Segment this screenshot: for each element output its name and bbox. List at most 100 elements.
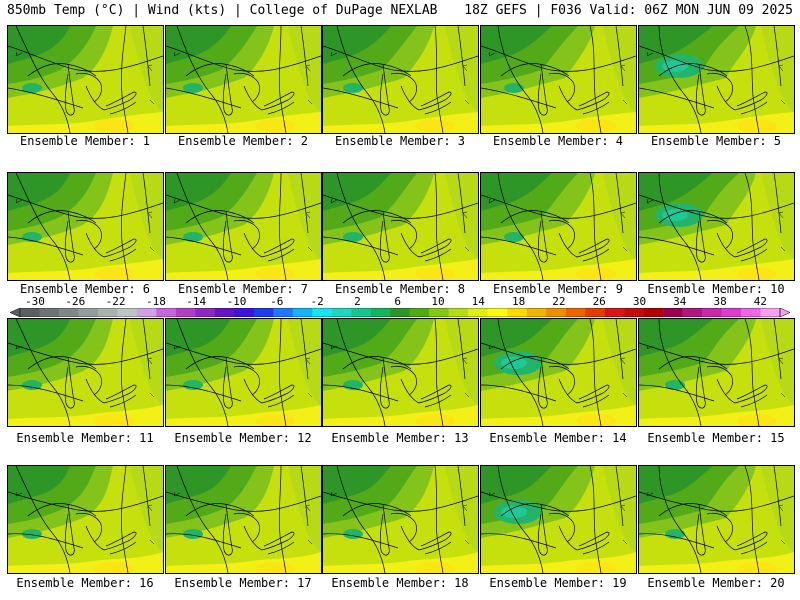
ensemble-member-caption: Ensemble Member: 18	[331, 576, 469, 590]
colorbar-left-arrow	[10, 308, 21, 317]
colorbar-swatch	[195, 308, 216, 317]
ensemble-member-map	[480, 465, 637, 574]
colorbar-tick-label: -26	[65, 295, 86, 308]
colorbar-tick-label: -30	[25, 295, 45, 308]
ensemble-member-map	[638, 25, 795, 134]
colorbar-swatch	[448, 308, 469, 317]
ensemble-member-map	[638, 465, 795, 574]
colorbar-tick-label: -18	[145, 295, 166, 308]
colorbar-tick-label: 38	[713, 295, 727, 308]
colorbar-swatch	[565, 308, 586, 317]
colorbar-swatch	[663, 308, 683, 317]
ensemble-member-caption: Ensemble Member: 2	[177, 134, 309, 148]
colorbar-swatch	[526, 308, 547, 317]
ensemble-member-caption: Ensemble Member: 17	[174, 576, 312, 590]
colorbar-swatch	[331, 308, 352, 317]
colorbar-swatch	[487, 308, 508, 317]
ensemble-member-map	[7, 465, 164, 574]
ensemble-member-caption: Ensemble Member: 15	[647, 431, 785, 445]
ensemble-member-caption: Ensemble Member: 5	[650, 134, 782, 148]
ensemble-member-map	[322, 25, 479, 134]
ensemble-member-map	[165, 25, 322, 134]
colorbar-tick-label: 18	[511, 295, 526, 308]
ensemble-member-caption: Ensemble Member: 1	[19, 134, 151, 148]
colorbar-tick-label: 14	[471, 295, 485, 308]
colorbar-right-arrow	[779, 308, 790, 317]
colorbar-swatch	[312, 308, 332, 317]
colorbar-swatch	[273, 308, 294, 317]
ensemble-member-caption: Ensemble Member: 14	[489, 431, 627, 445]
colorbar-tick-label: 30	[632, 295, 647, 308]
ensemble-member-caption: Ensemble Member: 10	[647, 282, 785, 296]
ensemble-member-caption: Ensemble Member: 20	[647, 576, 785, 590]
temperature-colorbar	[10, 308, 790, 317]
colorbar-swatch	[351, 308, 371, 317]
colorbar-swatch	[468, 308, 488, 317]
colorbar-swatch	[643, 308, 664, 317]
colorbar-tick-label: -2	[310, 295, 324, 308]
ensemble-member-map	[480, 25, 637, 134]
ensemble-member-map	[322, 172, 479, 281]
colorbar-tick-label: 42	[753, 295, 768, 308]
ensemble-member-map	[480, 172, 637, 281]
colorbar-tick-label: 6	[394, 295, 401, 308]
colorbar-swatch	[175, 308, 196, 317]
colorbar-swatch	[234, 308, 255, 317]
ensemble-member-map	[165, 172, 322, 281]
colorbar-swatch	[760, 308, 781, 317]
ensemble-member-caption: Ensemble Member: 8	[334, 282, 466, 296]
colorbar-swatch	[390, 308, 410, 317]
colorbar-swatch	[214, 308, 235, 317]
colorbar-swatch	[546, 308, 566, 317]
ensemble-member-map	[7, 318, 164, 427]
ensemble-member-caption: Ensemble Member: 13	[331, 431, 469, 445]
colorbar-tick-label: -22	[105, 295, 126, 308]
colorbar-swatch	[20, 308, 40, 317]
colorbar-swatch	[117, 308, 138, 317]
colorbar-swatch	[741, 308, 761, 317]
colorbar-labels: -30 -26 -22 -18 -14 -10 -6 -2 2 6 10 14 18 22 26 30 34 38…	[0, 296, 800, 308]
ensemble-member-map	[638, 172, 795, 281]
model-run-valid-time: 18Z GEFS | F036 Valid: 06Z MON JUN 09 20…	[464, 3, 793, 18]
ensemble-member-caption: Ensemble Member: 6	[19, 282, 151, 296]
ensemble-member-map	[7, 172, 164, 281]
colorbar-swatch	[429, 308, 449, 317]
colorbar-swatch	[292, 308, 313, 317]
colorbar-tick-label: 2	[354, 295, 361, 308]
colorbar-tick-label: 10	[431, 295, 445, 308]
ensemble-member-map	[480, 318, 637, 427]
ensemble-member-caption: Ensemble Member: 9	[492, 282, 624, 296]
colorbar-swatch	[39, 308, 60, 317]
ensemble-member-caption: Ensemble Member: 3	[334, 134, 466, 148]
colorbar-tick-label: 22	[552, 295, 566, 308]
ensemble-member-caption: Ensemble Member: 11	[16, 431, 154, 445]
ensemble-member-caption: Ensemble Member: 7	[177, 282, 309, 296]
colorbar-tick-label: 34	[673, 295, 687, 308]
colorbar-swatch	[370, 308, 391, 317]
colorbar-swatch	[507, 308, 527, 317]
colorbar-tick-label: -14	[186, 295, 207, 308]
colorbar-swatch	[136, 308, 157, 317]
map-title: 850mb Temp (°C) | Wind (kts) | College o…	[7, 3, 438, 18]
colorbar-swatch	[97, 308, 118, 317]
colorbar-swatch	[721, 308, 742, 317]
colorbar-swatch	[253, 308, 274, 317]
colorbar-tick-label: -6	[270, 295, 284, 308]
ensemble-member-map	[322, 465, 479, 574]
ensemble-member-map	[638, 318, 795, 427]
ensemble-member-caption: Ensemble Member: 4	[492, 134, 624, 148]
ensemble-member-map	[165, 318, 322, 427]
ensemble-member-caption: Ensemble Member: 16	[16, 576, 154, 590]
ensemble-member-map	[322, 318, 479, 427]
ensemble-member-caption: Ensemble Member: 19	[489, 576, 627, 590]
colorbar-swatch	[682, 308, 703, 317]
colorbar-swatch	[58, 308, 79, 317]
colorbar-swatch	[702, 308, 722, 317]
ensemble-member-caption: Ensemble Member: 12	[174, 431, 312, 445]
colorbar-swatch	[78, 308, 99, 317]
colorbar-tick-label: 26	[592, 295, 606, 308]
ensemble-member-map	[165, 465, 322, 574]
colorbar-swatch	[585, 308, 605, 317]
colorbar-swatch	[604, 308, 625, 317]
ensemble-member-map	[7, 25, 164, 134]
